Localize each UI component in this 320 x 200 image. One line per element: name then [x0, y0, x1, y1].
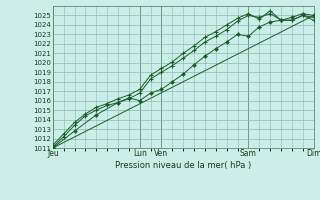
X-axis label: Pression niveau de la mer( hPa ): Pression niveau de la mer( hPa ) [115, 161, 251, 170]
